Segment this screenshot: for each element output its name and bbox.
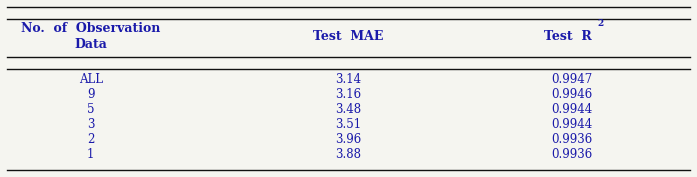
Text: 0.9944: 0.9944 [551,118,592,131]
Text: 3.14: 3.14 [335,73,362,86]
Text: 5: 5 [87,103,94,116]
Text: 0.9944: 0.9944 [551,103,592,116]
Text: 1: 1 [87,148,94,161]
Text: 2: 2 [598,19,604,28]
Text: Data: Data [74,38,107,51]
Text: 3.96: 3.96 [335,133,362,146]
Text: ALL: ALL [79,73,102,86]
Text: 0.9936: 0.9936 [551,148,592,161]
Text: 9: 9 [87,88,94,101]
Text: 3: 3 [87,118,94,131]
Text: 0.9947: 0.9947 [551,73,592,86]
Text: 3.16: 3.16 [335,88,362,101]
Text: No.  of  Observation: No. of Observation [21,22,160,35]
Text: 2: 2 [87,133,94,146]
Text: 3.88: 3.88 [335,148,362,161]
Text: Test  R: Test R [544,30,592,43]
Text: 3.51: 3.51 [335,118,362,131]
Text: Test  MAE: Test MAE [314,30,383,43]
Text: 0.9936: 0.9936 [551,133,592,146]
Text: 3.48: 3.48 [335,103,362,116]
Text: 0.9946: 0.9946 [551,88,592,101]
